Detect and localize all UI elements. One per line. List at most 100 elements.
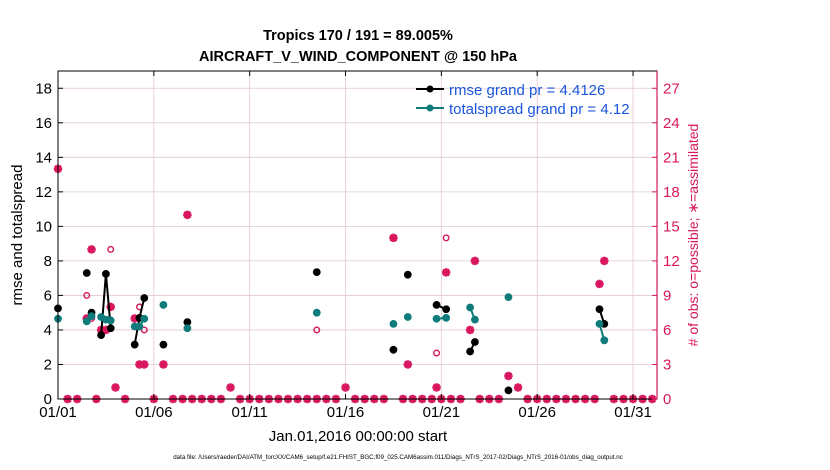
x-axis-ticks: 01/01 01/06 01/11 01/16 01/21 01/26 01/31 (39, 71, 652, 421)
legend-rmse-label: rmse grand pr = 4.4126 (449, 82, 605, 99)
y-right-tick-label: 9 (663, 287, 671, 304)
rmse-point (130, 340, 139, 349)
obs-possible-marker (183, 211, 191, 219)
obs-assimilated-marker (87, 245, 96, 254)
x-tick-label: 01/16 (327, 404, 365, 421)
x-tick-label: 01/06 (135, 404, 173, 421)
rmse-point (97, 331, 106, 340)
y-right-tick-label: 27 (663, 80, 680, 97)
x-tick-label: 01/21 (423, 404, 461, 421)
totalspread-point (312, 308, 321, 317)
totalspread-point (504, 293, 513, 302)
obs-possible-marker (600, 257, 608, 265)
totalspread-point (600, 336, 609, 345)
rmse-point (442, 305, 451, 314)
y-right-axis-ticks: 0 3 6 9 12 15 18 21 24 27 (652, 71, 680, 408)
y-left-tick-label: 6 (44, 287, 52, 304)
obs-possible-marker (404, 360, 412, 368)
x-tick-label: 01/01 (39, 404, 77, 421)
x-tick-label: 01/31 (614, 404, 652, 421)
y-left-tick-label: 12 (35, 184, 52, 201)
rmse-point (159, 340, 168, 349)
rmse-point (389, 345, 398, 354)
obs-possible-marker (595, 280, 603, 288)
y-left-tick-label: 8 (44, 253, 52, 270)
rmse-point (82, 269, 91, 277)
rmse-point (312, 268, 321, 277)
rmse-point (471, 338, 479, 346)
totalspread-point (442, 313, 451, 322)
y-left-tick-label: 16 (35, 115, 52, 132)
totalspread-point (432, 314, 441, 323)
y-right-tick-label: 21 (663, 149, 680, 166)
y-right-axis-label: # of obs: o=possible; ∗=assimilated (685, 124, 701, 347)
y-right-tick-label: 12 (663, 253, 680, 270)
obs-possible-marker (107, 245, 115, 253)
obs-possible-marker (466, 326, 474, 334)
x-tick-label: 01/11 (231, 404, 267, 421)
obs-assimilated-marker (513, 383, 523, 392)
legend-spread-label: totalspread grand pr = 4.12 (449, 101, 630, 118)
y-left-axis-label: rmse and totalspread (9, 165, 26, 306)
x-axis-label: Jan.01,2016 00:00:00 start (269, 428, 448, 445)
rmse-point (403, 270, 412, 279)
totalspread-point (471, 315, 479, 324)
y-left-tick-label: 10 (35, 218, 52, 235)
y-right-tick-label: 15 (663, 218, 680, 235)
y-left-tick-label: 18 (35, 80, 52, 97)
rmse-point (432, 301, 441, 309)
y-right-tick-label: 0 (663, 391, 671, 408)
y-right-tick-label: 6 (663, 322, 671, 339)
obs-assimilated-marker (432, 383, 441, 392)
chart-title-line2: AIRCRAFT_V_WIND_COMPONENT @ 150 hPa (199, 49, 518, 65)
grid-lines (57, 71, 657, 399)
obs-assimilated-marker (226, 383, 235, 392)
obs-assimilated-marker (140, 360, 149, 369)
totalspread-point (403, 313, 412, 321)
totalspread-point (595, 320, 604, 328)
rmse-point (106, 324, 115, 333)
y-left-axis-ticks: 0 2 4 6 8 10 12 14 16 18 (35, 80, 63, 408)
obs-possible-marker (140, 326, 148, 334)
y-left-tick-label: 2 (44, 356, 52, 373)
obs-possible-marker (313, 326, 321, 334)
chart-title-line1: Tropics 170 / 191 = 89.005% (263, 28, 453, 44)
obs-assimilated-marker (441, 268, 451, 277)
y-left-tick-label: 14 (35, 149, 52, 166)
data-file-footer: data file: /Users/raeder/DAI/ATM_forcXX/… (173, 454, 623, 461)
legend-rmse-marker (426, 85, 434, 93)
totalspread-point (135, 322, 144, 331)
rmse-point (466, 347, 475, 356)
rmse-point (595, 305, 604, 314)
y-left-tick-label: 0 (44, 391, 52, 408)
x-tick-label: 01/26 (518, 404, 556, 421)
obs-possible-marker (433, 349, 441, 357)
obs-possible-marker (442, 234, 450, 242)
obs-possible-marker (389, 234, 397, 242)
obs-possible-marker (83, 291, 91, 299)
totalspread-point (140, 314, 149, 323)
totalspread-point (87, 312, 96, 321)
rmse-point (140, 294, 149, 302)
y-right-tick-label: 3 (663, 356, 671, 373)
plot-frame (57, 70, 658, 400)
obs-possible-marker (504, 372, 512, 380)
totalspread-point (106, 316, 115, 325)
legend-spread-marker (426, 104, 434, 112)
obs-count-markers (53, 164, 657, 404)
y-right-tick-label: 24 (663, 115, 680, 132)
totalspread-point (82, 317, 91, 326)
y-left-tick-label: 4 (44, 322, 52, 339)
y-right-tick-label: 18 (663, 184, 680, 201)
totalspread-point (159, 301, 168, 309)
totalspread-point (466, 303, 475, 312)
totalspread-point (183, 324, 192, 333)
obs-assimilated-marker (111, 383, 120, 392)
obs-possible-marker (159, 360, 167, 368)
totalspread-point (389, 320, 398, 328)
series-layer (54, 268, 609, 395)
obs-assimilated-marker (341, 383, 350, 392)
rmse-point (102, 269, 110, 278)
rmse-point (504, 386, 513, 395)
